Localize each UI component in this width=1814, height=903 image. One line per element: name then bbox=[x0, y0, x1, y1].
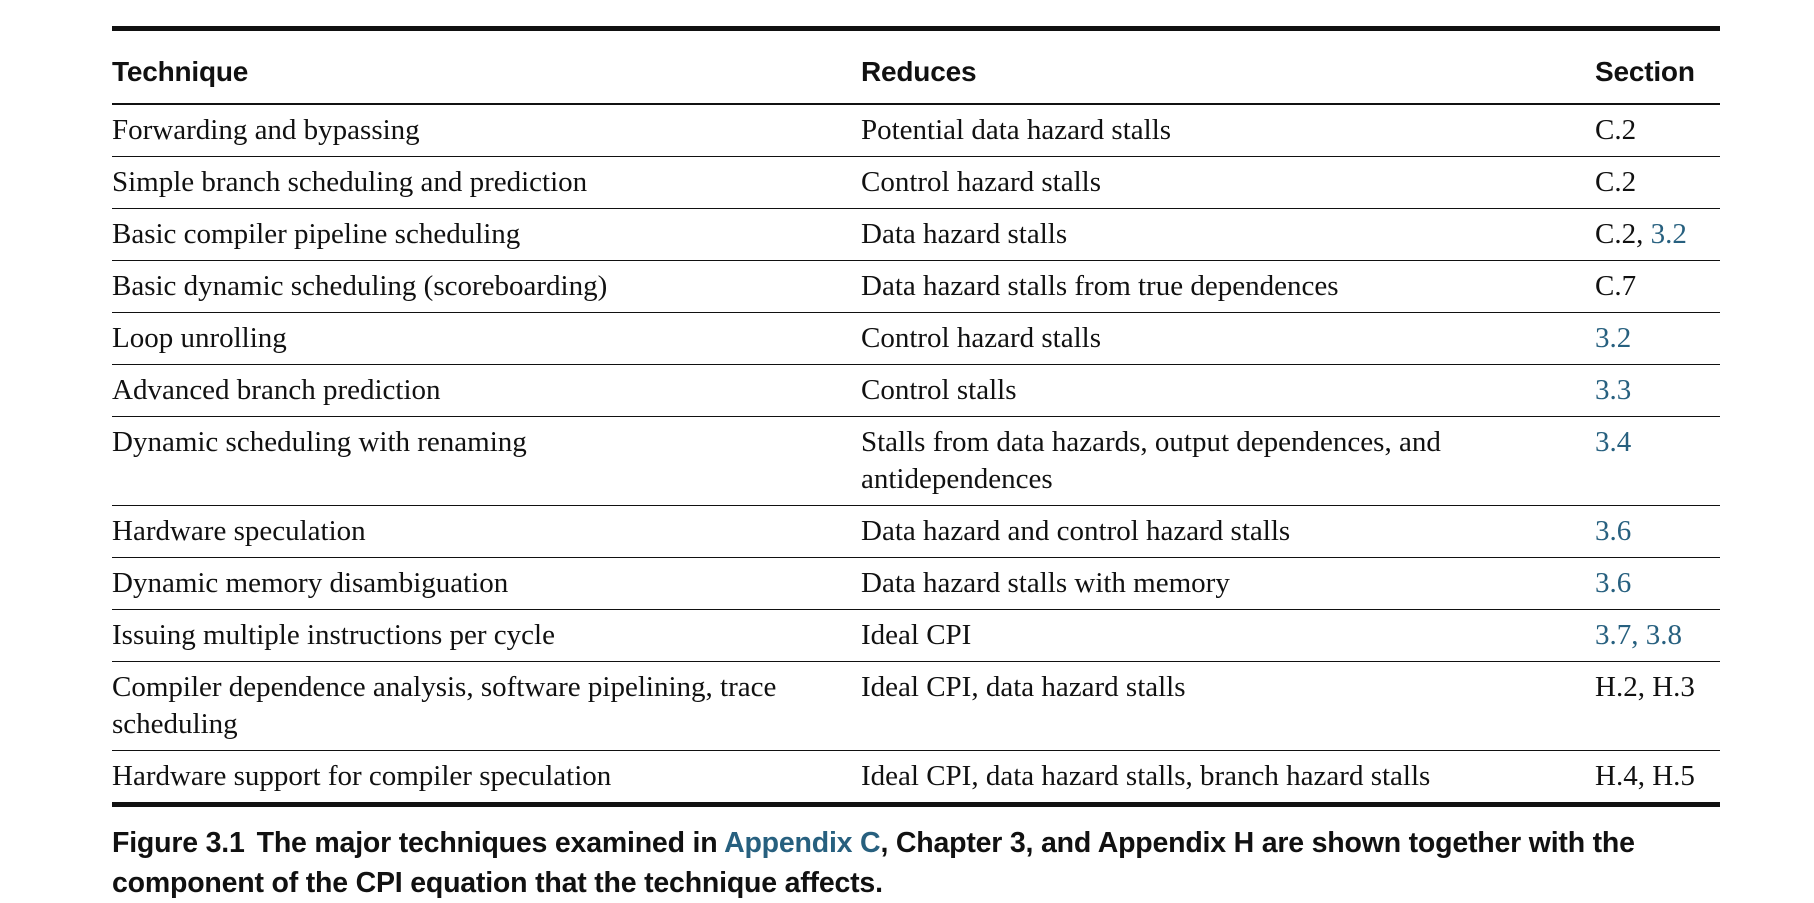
table-row: Compiler dependence analysis, software p… bbox=[112, 661, 1720, 751]
caption-text-after-link: , Chapter 3, and Appendix H are shown to… bbox=[112, 827, 1635, 899]
section-ref: C.2 bbox=[1595, 166, 1637, 198]
cell-reduces: Data hazard stalls bbox=[861, 208, 1595, 261]
cell-technique: Basic dynamic scheduling (scoreboarding) bbox=[112, 260, 861, 313]
caption-appendix-link[interactable]: Appendix C bbox=[724, 827, 881, 859]
section-link[interactable]: 3.2 bbox=[1595, 322, 1632, 354]
cell-reduces: Potential data hazard stalls bbox=[861, 104, 1595, 157]
table-body: Forwarding and bypassing Potential data h… bbox=[112, 104, 1720, 805]
section-ref: H.4, H.5 bbox=[1595, 760, 1695, 792]
cell-reduces: Control hazard stalls bbox=[861, 156, 1595, 209]
cell-technique: Advanced branch prediction bbox=[112, 364, 861, 417]
caption-text-before-link: The major techniques examined in bbox=[256, 827, 725, 859]
caption-label: Figure 3.1 bbox=[112, 827, 245, 859]
table-row: Hardware speculation Data hazard and cont… bbox=[112, 505, 1720, 558]
cell-section: C.7 bbox=[1595, 260, 1720, 313]
header-reduces: Reduces bbox=[861, 28, 1595, 105]
header-technique: Technique bbox=[112, 28, 861, 105]
header-row: Technique Reduces Section bbox=[112, 28, 1720, 105]
header-section: Section bbox=[1595, 28, 1720, 105]
section-ref: C.7 bbox=[1595, 270, 1637, 302]
section-ref: C.2 bbox=[1595, 114, 1637, 146]
table-row: Basic dynamic scheduling (scoreboarding)… bbox=[112, 260, 1720, 313]
cell-technique: Dynamic memory disambiguation bbox=[112, 557, 861, 610]
table-row: Advanced branch prediction Control stalls… bbox=[112, 364, 1720, 417]
cell-technique: Basic compiler pipeline scheduling bbox=[112, 208, 861, 261]
cell-section: 3.3 bbox=[1595, 364, 1720, 417]
cell-reduces: Ideal CPI, data hazard stalls bbox=[861, 661, 1595, 751]
table-row: Dynamic scheduling with renaming Stalls f… bbox=[112, 416, 1720, 506]
cell-reduces: Ideal CPI, data hazard stalls, branch ha… bbox=[861, 760, 1431, 792]
figure-3-1: Technique Reduces Section Forwarding and… bbox=[112, 26, 1720, 903]
section-link[interactable]: 3.6 bbox=[1595, 567, 1632, 599]
cell-technique: Hardware support for compiler speculatio… bbox=[112, 760, 612, 792]
cell-section: 3.6 bbox=[1595, 557, 1720, 610]
section-link[interactable]: 3.2 bbox=[1650, 218, 1687, 250]
cell-section: 3.2 bbox=[1595, 312, 1720, 365]
table-row: Issuing multiple instructions per cycle I… bbox=[112, 609, 1720, 662]
cell-section: H.2, H.3 bbox=[1595, 661, 1720, 751]
cell-reduces: Ideal CPI bbox=[861, 609, 1595, 662]
cell-technique: Issuing multiple instructions per cycle bbox=[112, 609, 861, 662]
cell-technique: Hardware speculation bbox=[112, 505, 861, 558]
table-row: Forwarding and bypassing Potential data h… bbox=[112, 104, 1720, 157]
cell-section: H.4, H.5 bbox=[1595, 751, 1720, 805]
cell-reduces: Data hazard and control hazard stalls bbox=[861, 505, 1595, 558]
table-row: Basic compiler pipeline scheduling Data h… bbox=[112, 208, 1720, 261]
cell-section: 3.4 bbox=[1595, 416, 1720, 506]
cell-section: C.2 bbox=[1595, 104, 1720, 157]
cell-reduces: Control stalls bbox=[861, 364, 1595, 417]
section-ref: H.2, H.3 bbox=[1595, 671, 1695, 703]
section-link[interactable]: 3.4 bbox=[1595, 426, 1632, 458]
cell-reduces: Data hazard stalls from true dependences bbox=[861, 260, 1595, 313]
cell-reduces: Data hazard stalls with memory bbox=[861, 557, 1595, 610]
cell-section: C.2, 3.2 bbox=[1595, 208, 1720, 261]
table-row: Hardware support for compiler speculatio… bbox=[112, 751, 1720, 805]
section-link[interactable]: 3.6 bbox=[1595, 515, 1632, 547]
section-link[interactable]: 3.3 bbox=[1595, 374, 1632, 406]
cell-section: C.2 bbox=[1595, 156, 1720, 209]
figure-caption: Figure 3.1 The major techniques examined … bbox=[112, 823, 1720, 903]
cell-technique: Compiler dependence analysis, software p… bbox=[112, 661, 861, 751]
cell-technique: Dynamic scheduling with renaming bbox=[112, 416, 861, 506]
techniques-table: Technique Reduces Section Forwarding and… bbox=[112, 26, 1720, 807]
cell-technique: Forwarding and bypassing bbox=[112, 104, 861, 157]
cell-reduces: Control hazard stalls bbox=[861, 312, 1595, 365]
table-header: Technique Reduces Section bbox=[112, 28, 1720, 105]
cell-technique: Loop unrolling bbox=[112, 312, 861, 365]
table-row: Simple branch scheduling and prediction C… bbox=[112, 156, 1720, 209]
section-link[interactable]: 3.7, 3.8 bbox=[1595, 619, 1682, 651]
table-row: Dynamic memory disambiguation Data hazard… bbox=[112, 557, 1720, 610]
cell-technique: Simple branch scheduling and prediction bbox=[112, 156, 861, 209]
table-row: Loop unrolling Control hazard stalls 3.2 bbox=[112, 312, 1720, 365]
cell-section: 3.6 bbox=[1595, 505, 1720, 558]
section-ref: C.2, bbox=[1595, 218, 1651, 250]
cell-reduces: Stalls from data hazards, output depende… bbox=[861, 416, 1595, 506]
cell-section: 3.7, 3.8 bbox=[1595, 609, 1720, 662]
